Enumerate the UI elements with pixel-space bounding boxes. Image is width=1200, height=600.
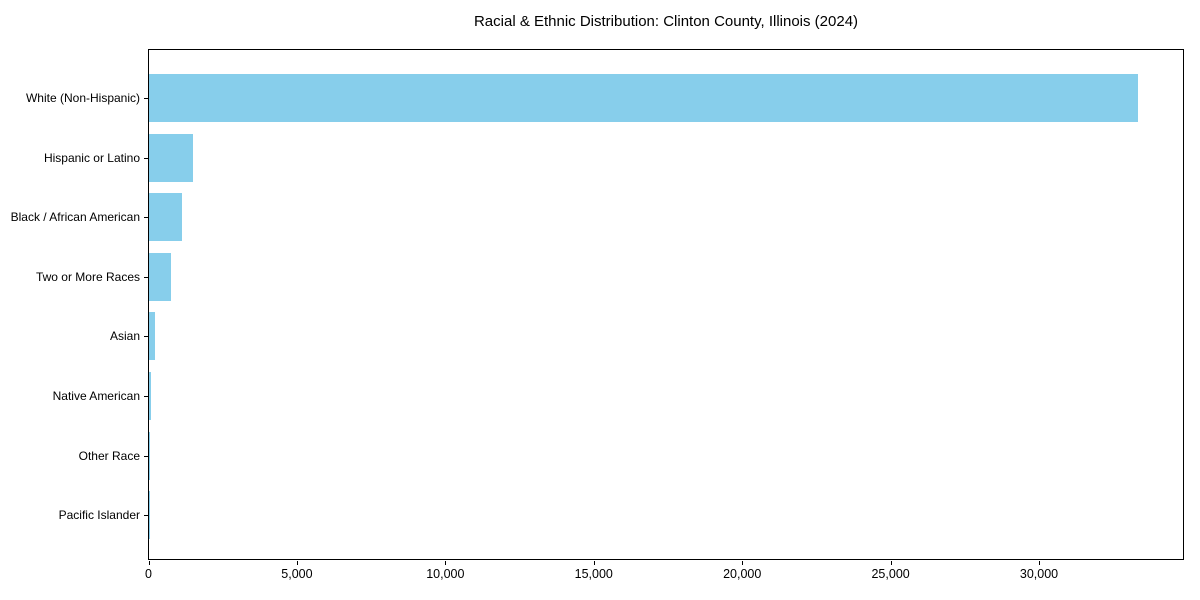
plot-area [148,49,1184,560]
x-axis-tick-label: 15,000 [574,567,613,581]
x-axis-tick-label: 30,000 [1019,567,1059,581]
x-axis-tick-label: 5,000 [281,567,313,581]
y-axis-label: Two or More Races [35,269,140,284]
x-axis-tick [148,561,150,565]
x-axis-tick [296,561,298,565]
x-axis-tick [1039,561,1041,565]
chart-bar-native-american [149,372,151,421]
y-axis-label: Asian [109,329,140,344]
x-axis-tick [742,561,744,565]
y-axis-tick [144,515,148,517]
y-axis-tick [144,455,148,457]
x-axis-tick-label: 20,000 [723,567,762,581]
y-axis-tick [144,157,148,159]
y-axis-label: Other Race [78,448,140,463]
y-axis-tick [144,336,148,338]
y-axis-label: Pacific Islander [58,508,140,523]
y-axis-label: Hispanic or Latino [43,150,140,165]
chart-bar-hispanic-or-latino [149,133,193,182]
x-axis-tick [593,561,595,565]
x-axis-tick-label: 25,000 [871,567,910,581]
chart-bar-two-or-more-races [149,252,172,301]
chart-bar-other-race [149,431,150,480]
x-axis-tick-label: 10,000 [426,567,465,581]
y-axis-tick [144,276,148,278]
x-axis-tick-label: 0 [145,567,152,581]
chart-bar-white-non-hispanic [149,74,1138,123]
chart-title: Racial & Ethnic Distribution: Clinton Co… [473,13,859,30]
y-axis-tick [144,396,148,398]
y-axis-label: Native American [52,389,140,404]
x-axis-tick [445,561,447,565]
y-axis-label: Black / African American [10,210,140,225]
y-axis-label: White (Non-Hispanic) [25,91,140,106]
x-axis-tick [890,561,892,565]
chart-bar-asian [149,312,155,361]
y-axis-tick [144,217,148,219]
y-axis-tick [144,98,148,100]
chart-bar-black-african-american [149,193,182,242]
